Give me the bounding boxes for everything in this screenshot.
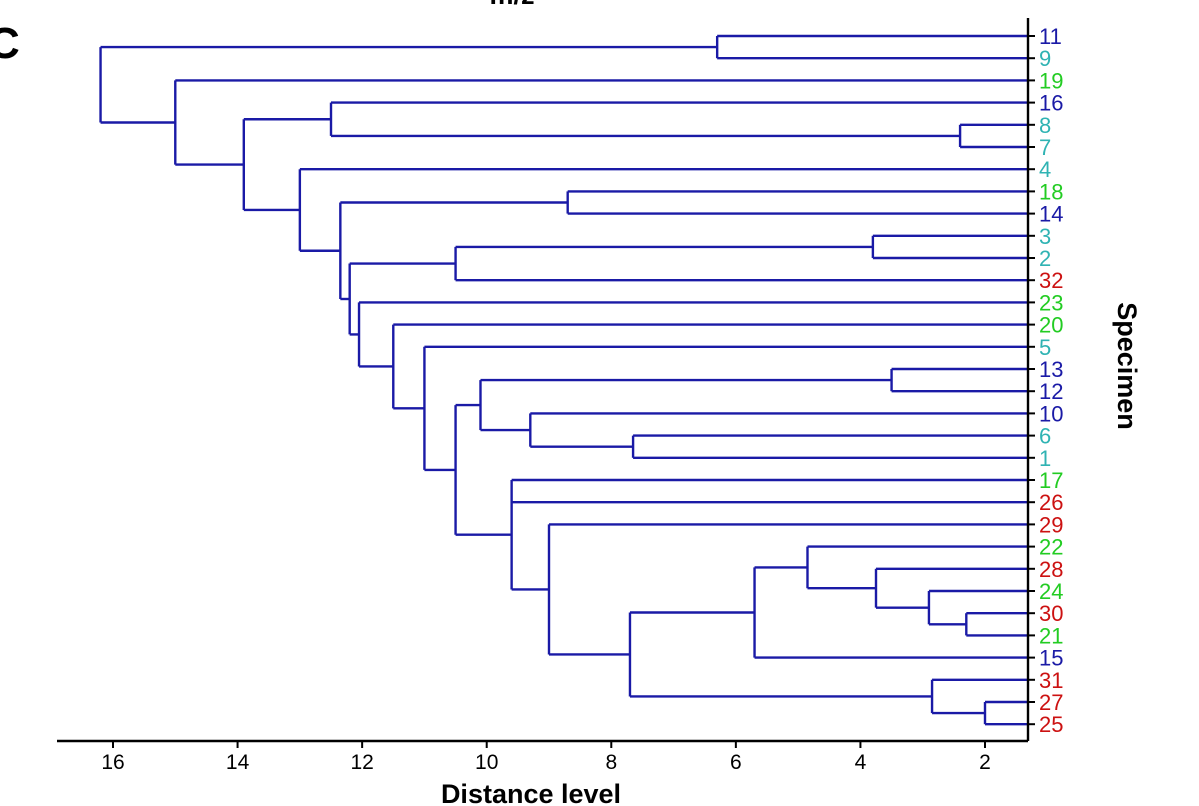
x-tick-label-10: 10 (475, 751, 498, 774)
leaf-label-7: 7 (1039, 135, 1051, 160)
leaf-label-30: 30 (1039, 601, 1063, 626)
leaf-label-17: 17 (1039, 468, 1063, 493)
leaf-label-26: 26 (1039, 490, 1063, 515)
x-axis-label: Distance level (441, 779, 621, 806)
leaf-label-1: 1 (1039, 446, 1051, 471)
leaf-label-12: 12 (1039, 379, 1063, 404)
leaf-label-28: 28 (1039, 557, 1063, 582)
leaf-label-13: 13 (1039, 357, 1063, 382)
dendrogram-branches (99, 34, 1028, 726)
leaf-label-9: 9 (1039, 46, 1051, 71)
x-tick-label-2: 2 (979, 751, 991, 774)
leaf-label-27: 27 (1039, 690, 1063, 715)
x-tick-label-16: 16 (101, 751, 124, 774)
leaf-label-4: 4 (1039, 157, 1051, 182)
leaf-label-5: 5 (1039, 335, 1051, 360)
leaf-label-18: 18 (1039, 179, 1063, 204)
x-tick-label-4: 4 (855, 751, 867, 774)
leaf-label-25: 25 (1039, 712, 1063, 737)
leaf-label-19: 19 (1039, 68, 1063, 93)
leaf-label-8: 8 (1039, 113, 1051, 138)
x-tick-label-14: 14 (226, 751, 250, 774)
x-axis: 16 14 12 10 8 6 4 2 (57, 739, 1028, 774)
leaf-label-14: 14 (1039, 202, 1063, 227)
chart-title: m/z (489, 0, 534, 10)
y-axis-label: Specimen (1112, 302, 1142, 430)
leaf-label-31: 31 (1039, 668, 1063, 693)
leaf-label-15: 15 (1039, 646, 1063, 671)
x-tick-label-12: 12 (350, 751, 373, 774)
leaf-label-24: 24 (1039, 579, 1063, 604)
leaf-label-23: 23 (1039, 290, 1063, 315)
leaf-label-11: 11 (1039, 24, 1062, 49)
leaf-label-32: 32 (1039, 268, 1063, 293)
leaf-label-20: 20 (1039, 313, 1063, 338)
leaf-label-10: 10 (1039, 401, 1063, 426)
x-tick-label-8: 8 (605, 751, 617, 774)
leaf-label-29: 29 (1039, 512, 1063, 537)
leaf-labels: 1191916874181432322320513121061172629222… (1028, 24, 1063, 737)
leaf-label-3: 3 (1039, 224, 1051, 249)
x-ticks: 16 14 12 10 8 6 4 2 (101, 741, 991, 774)
leaf-label-21: 21 (1039, 623, 1063, 648)
leaf-label-22: 22 (1039, 535, 1063, 560)
leaf-label-16: 16 (1039, 91, 1063, 116)
panel-letter: C (0, 19, 20, 68)
leaf-label-6: 6 (1039, 424, 1051, 449)
leaf-label-2: 2 (1039, 246, 1051, 271)
x-tick-label-6: 6 (730, 751, 742, 774)
